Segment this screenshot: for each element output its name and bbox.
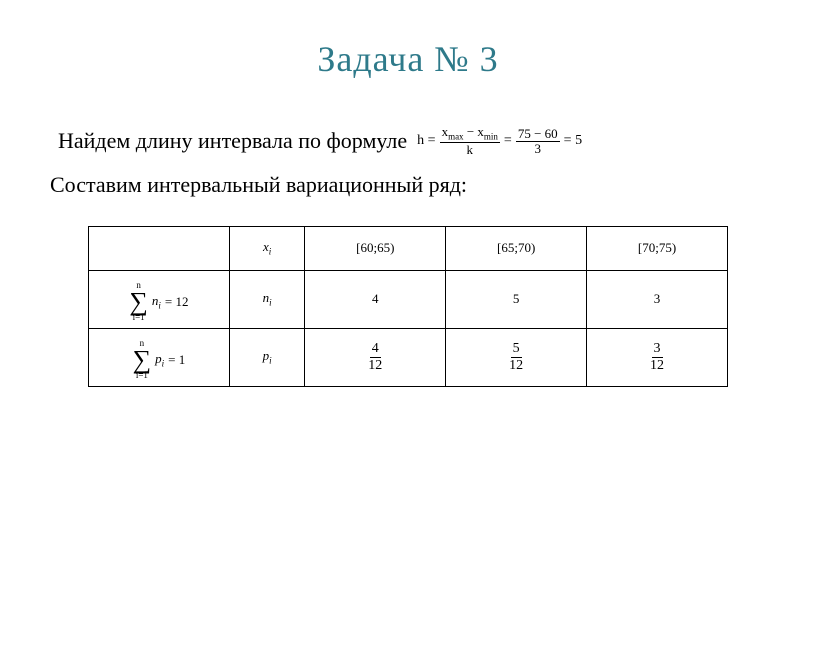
n-sub: i xyxy=(269,298,272,308)
page-title: Задача № 3 xyxy=(0,38,816,80)
formula-result: = 5 xyxy=(564,133,582,149)
sigma-icon: ∑ xyxy=(133,348,152,371)
formula-frac1: xmax − xmin k xyxy=(440,125,500,158)
formula-eq1: = xyxy=(504,133,512,149)
cell-n-0: 4 xyxy=(305,270,446,328)
p0-den: 12 xyxy=(366,358,384,373)
cell-blank xyxy=(89,226,230,270)
formula-lhs: h = xyxy=(417,133,435,149)
sigma-icon: ∑ xyxy=(129,290,148,313)
sigma-p-lower: i=1 xyxy=(136,371,148,380)
table-row-header: xi [60;65) [65;70) [70;75) xyxy=(89,226,728,270)
p1-num: 5 xyxy=(511,341,522,357)
f2-den: 3 xyxy=(533,142,544,156)
cell-x-label: xi xyxy=(229,226,304,270)
cell-n-1: 5 xyxy=(446,270,587,328)
text-find-length: Найдем длину интервала по формуле xyxy=(58,128,407,154)
sum-n-rhs: = 12 xyxy=(165,294,189,310)
cell-p-0: 4 12 xyxy=(305,328,446,386)
cell-p-label: pi xyxy=(229,328,304,386)
sum-p-sub: i xyxy=(162,359,165,369)
sigma-p: n ∑ i=1 xyxy=(133,339,152,380)
sum-n-sub: i xyxy=(158,301,161,311)
formula-frac2: 75 − 60 3 xyxy=(516,127,560,157)
cell-n-label: ni xyxy=(229,270,304,328)
cell-interval-0: [60;65) xyxy=(305,226,446,270)
p0-num: 4 xyxy=(370,341,381,357)
variation-table: xi [60;65) [65;70) [70;75) n ∑ i=1 ni = … xyxy=(88,226,728,387)
p1-den: 12 xyxy=(507,358,525,373)
p2-num: 3 xyxy=(652,341,663,357)
f1-den: k xyxy=(464,143,475,157)
f2-num: 75 − 60 xyxy=(516,127,560,142)
cell-interval-2: [70;75) xyxy=(587,226,728,270)
x-sub: i xyxy=(269,247,272,257)
sigma-n: n ∑ i=1 xyxy=(129,281,148,322)
cell-sum-n: n ∑ i=1 ni = 12 xyxy=(89,270,230,328)
cell-sum-p: n ∑ i=1 pi = 1 xyxy=(89,328,230,386)
sum-p-rhs: = 1 xyxy=(168,352,185,368)
cell-p-1: 5 12 xyxy=(446,328,587,386)
f1n-mid: − x xyxy=(467,124,484,139)
cell-p-2: 3 12 xyxy=(587,328,728,386)
content: Найдем длину интервала по формуле h = xm… xyxy=(50,125,766,387)
f1n-sub2: min xyxy=(484,132,498,142)
table-row-n: n ∑ i=1 ni = 12 ni 4 5 3 xyxy=(89,270,728,328)
f1n-sub1: max xyxy=(448,132,464,142)
line-find-length: Найдем длину интервала по формуле h = xm… xyxy=(58,125,766,158)
p-sub: i xyxy=(269,356,272,366)
table-row-p: n ∑ i=1 pi = 1 pi 4 12 5 xyxy=(89,328,728,386)
line-series: Составим интервальный вариационный ряд: xyxy=(50,172,766,198)
formula-h: h = xmax − xmin k = 75 − 60 3 = 5 xyxy=(417,125,582,158)
cell-n-2: 3 xyxy=(587,270,728,328)
sigma-n-lower: i=1 xyxy=(133,313,145,322)
cell-interval-1: [65;70) xyxy=(446,226,587,270)
p2-den: 12 xyxy=(648,358,666,373)
